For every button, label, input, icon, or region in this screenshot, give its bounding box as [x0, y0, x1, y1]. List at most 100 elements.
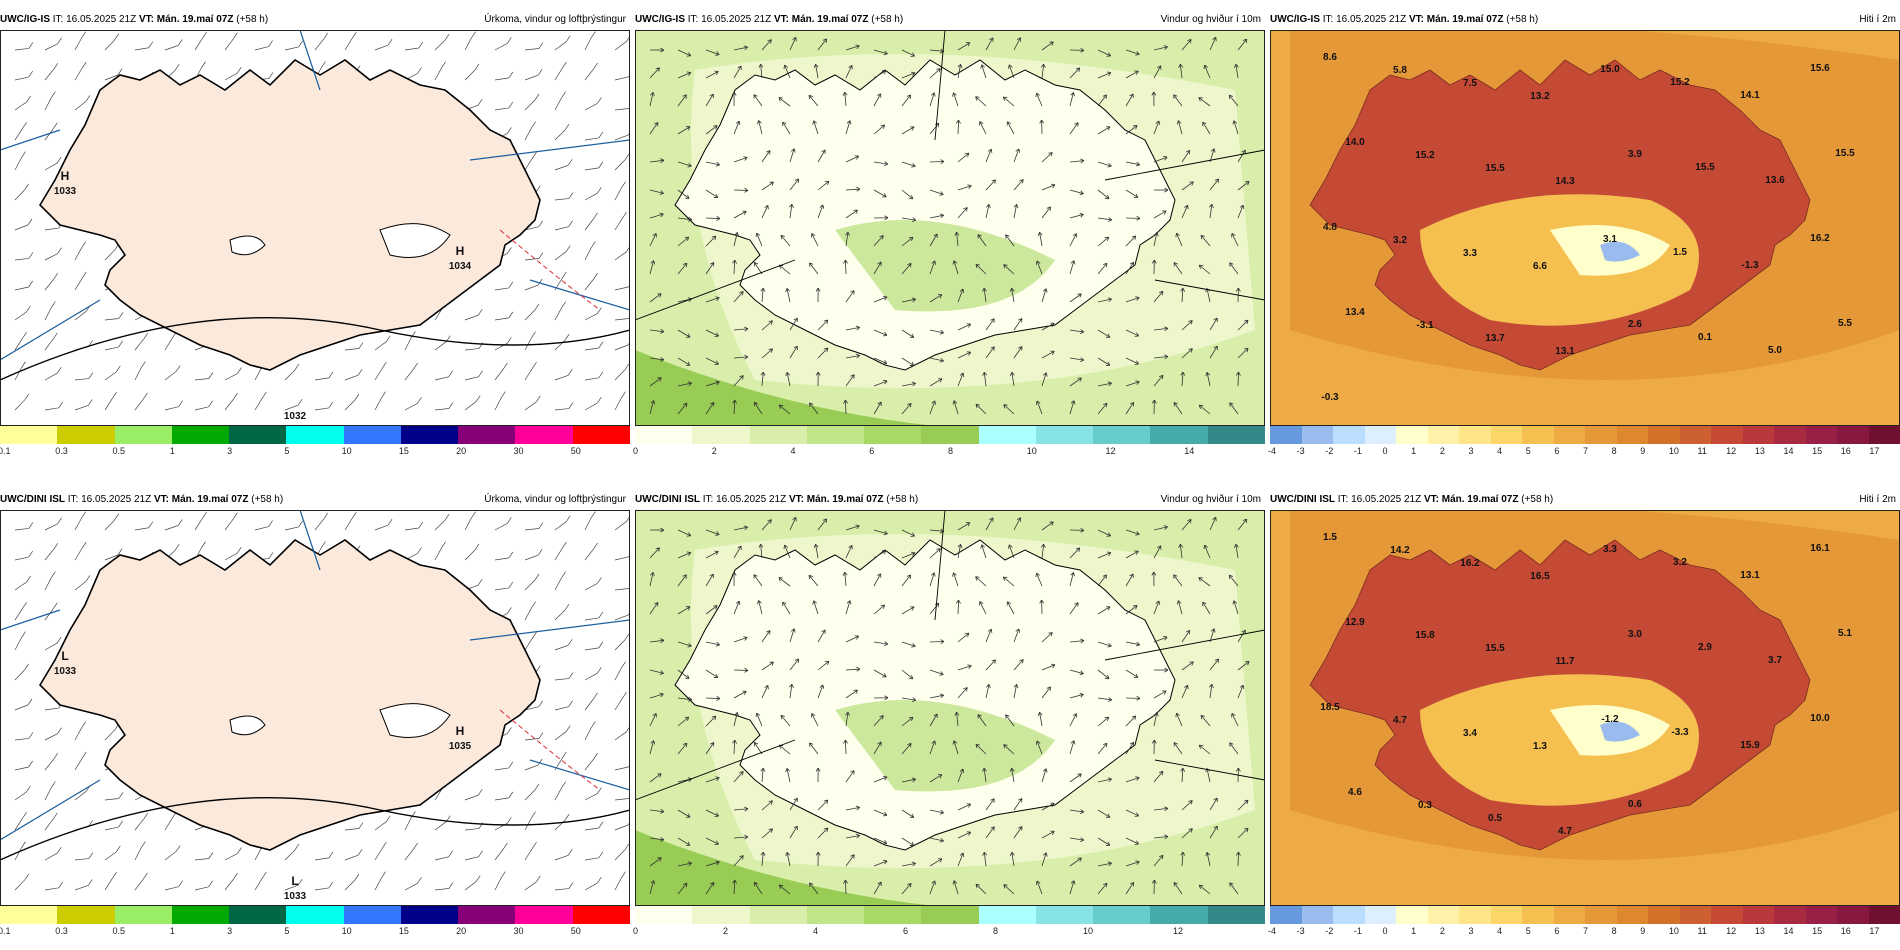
meridian-line — [1104, 629, 1265, 661]
colorbar-swatch — [286, 426, 345, 444]
colorbar-tick: 1 — [169, 446, 175, 456]
init-time: IT: 16.05.2025 21Z — [1322, 14, 1407, 25]
colorbar-swatch — [171, 906, 230, 924]
wind-band — [635, 830, 935, 906]
temperature-label: 3.0 — [1628, 629, 1642, 640]
temperature-label: 13.4 — [1345, 307, 1365, 318]
isobar — [0, 797, 630, 861]
init-time: IT: 16.05.2025 21Z — [1337, 494, 1422, 505]
colorbar-swatch — [400, 906, 459, 924]
meridian-line — [1154, 759, 1265, 781]
colorbar-swatch — [1207, 426, 1266, 444]
lead-time: (+58 h) — [236, 14, 269, 25]
colorbar-tick: 12 — [1105, 446, 1116, 456]
colorbar-tick: 3 — [227, 446, 233, 456]
colorbar-tick: 30 — [513, 926, 524, 936]
colorbar-tick: 10 — [341, 446, 352, 456]
map-area[interactable] — [635, 30, 1265, 426]
colorbar-tick: 6 — [1554, 446, 1560, 456]
colorbar-tick: 6 — [869, 446, 875, 456]
map-area[interactable]: 8.6 5.8 7.5 13.2 15.0 15.2 14.1 15.6 14.0 15.2 15.… — [1270, 30, 1900, 426]
colorbar-swatch — [114, 906, 173, 924]
panel-model: UWC/DINI ISL — [635, 494, 700, 505]
colorbar-swatch — [1427, 906, 1460, 924]
temperature-label: 14.3 — [1555, 176, 1575, 187]
colorbar-tick: 10 — [341, 926, 352, 936]
colorbar: -4 -3 -2 -1 0 1 2 3 4 5 6 7 8 9 10 11 12 13 14 15 16 17 — [1268, 426, 1900, 462]
colorbar-tick: 9 — [1640, 926, 1646, 936]
colorbar-swatch — [1711, 426, 1743, 444]
wind-band — [835, 700, 1055, 792]
colorbar-tick: 5 — [1525, 446, 1531, 456]
colorbar-swatch — [229, 906, 287, 924]
temperature-label: 3.2 — [1393, 235, 1407, 246]
colorbar-tick: 20 — [456, 926, 467, 936]
temperature-label: 4.7 — [1558, 826, 1572, 837]
colorbar-tick: 11 — [1697, 446, 1707, 456]
map-panel-temp: UWC/DINI ISL IT: 16.05.2025 21Z VT: Mán.… — [1268, 490, 1900, 950]
colorbar-swatch — [806, 906, 865, 924]
colorbar-swatch — [1333, 906, 1365, 924]
wind-band — [635, 350, 935, 426]
colorbar-swatch — [171, 426, 230, 444]
colorbar-swatch — [1427, 426, 1460, 444]
glacier-outline — [229, 715, 266, 736]
temperature-label: 5.1 — [1838, 628, 1852, 639]
map-area[interactable] — [635, 510, 1265, 906]
colorbar-swatch — [458, 426, 516, 444]
map-panel-wind: UWC/DINI ISL IT: 16.05.2025 21Z VT: Mán.… — [633, 490, 1266, 950]
temperature-label: 4.8 — [1323, 222, 1337, 233]
colorbar-swatch — [0, 426, 58, 444]
colorbar-tick: 7 — [1583, 926, 1589, 936]
colorbar-tick: 50 — [570, 446, 581, 456]
colorbar-tick: 4 — [1497, 926, 1503, 936]
colorbar-tick: -1 — [1353, 926, 1362, 936]
colorbar-swatch — [1150, 426, 1209, 444]
colorbar-swatch — [1093, 426, 1151, 444]
temp-band — [1600, 241, 1640, 262]
colorbar-swatch — [978, 426, 1037, 444]
colorbar: 0.1 0.3 0.5 1 3 5 10 15 20 30 50 — [0, 906, 631, 942]
colorbar-swatch — [1837, 906, 1869, 924]
temperature-label: 2.9 — [1698, 642, 1712, 653]
colorbar-swatch — [1522, 906, 1554, 924]
colorbar-swatch — [1868, 426, 1900, 444]
colorbar-tick: 16 — [1840, 446, 1851, 456]
meridian-line — [299, 510, 321, 571]
colorbar-tick: 0.3 — [55, 446, 68, 456]
panel-model: UWC/DINI ISL — [0, 494, 65, 505]
iceland-landmass — [38, 58, 541, 371]
iceland-landmass — [38, 538, 541, 851]
pressure-center-letter: L — [61, 649, 68, 663]
temperature-label: 3.1 — [1603, 234, 1617, 245]
colorbar-swatch — [749, 906, 808, 924]
colorbar-swatch — [1553, 906, 1586, 924]
colorbar-tick: 4 — [813, 926, 819, 936]
colorbar: 0 2 4 6 8 10 12 14 — [633, 426, 1266, 462]
colorbar-swatch — [1679, 906, 1712, 924]
colorbar-tick: 50 — [570, 926, 581, 936]
map-area[interactable]: L 1033 H 1035 L 1033 — [0, 510, 630, 906]
meridian-line — [529, 279, 630, 311]
colorbar-tick: 13 — [1754, 446, 1765, 456]
temperature-label: 13.1 — [1555, 346, 1575, 357]
temperature-label: 0.5 — [1488, 813, 1502, 824]
colorbar-tick: -3 — [1296, 926, 1305, 936]
meridian-line — [1104, 149, 1265, 181]
temperature-label: 16.2 — [1460, 558, 1480, 569]
map-area[interactable]: H 1033 H 1034 1032 — [0, 30, 630, 426]
meridian-line — [635, 739, 796, 801]
wind-arrows — [649, 36, 1250, 415]
colorbar-swatch — [864, 426, 922, 444]
colorbar-swatch — [1035, 426, 1094, 444]
colorbar-swatch — [1150, 906, 1209, 924]
colorbar-tick: 2 — [711, 446, 717, 456]
meridian-line — [0, 299, 101, 361]
pressure-value: 1033 — [54, 666, 77, 677]
map-area[interactable]: 1.5 14.2 16.2 16.5 3.3 3.2 13.1 16.1 12.9 15.8 15.… — [1270, 510, 1900, 906]
temperature-label: 14.0 — [1345, 137, 1365, 148]
colorbar-tick: 0 — [633, 446, 639, 456]
colorbar-swatch — [1553, 426, 1586, 444]
colorbar-swatch — [806, 426, 865, 444]
colorbar-tick: 8 — [948, 446, 954, 456]
